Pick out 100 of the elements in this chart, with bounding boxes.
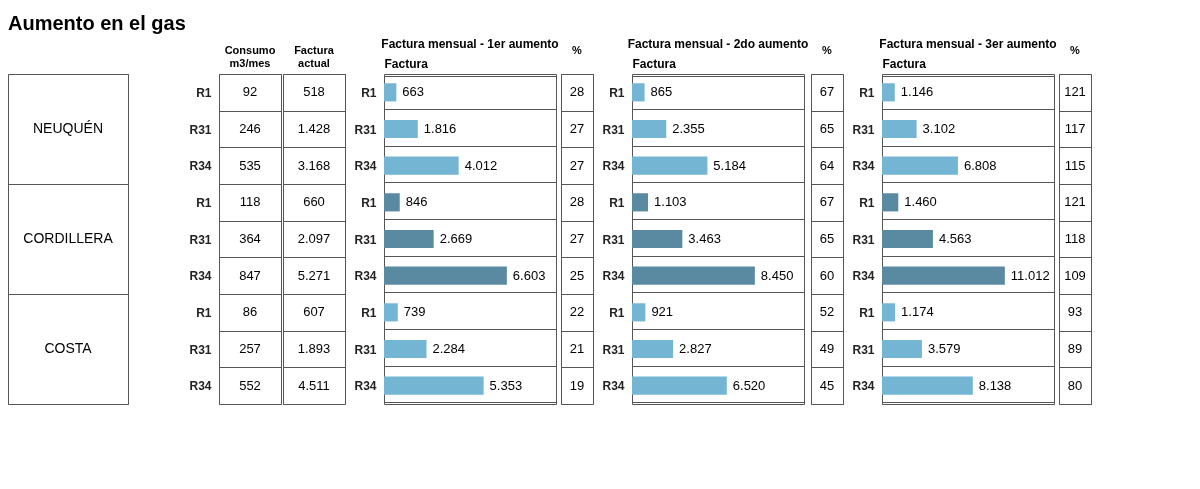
bar <box>882 83 895 102</box>
y-tick-label: R31 <box>354 342 377 357</box>
y-tick-label: R34 <box>354 159 377 174</box>
y-tick-label: R31 <box>354 122 377 137</box>
text: 121 <box>1064 84 1086 100</box>
y-tick-label: R31 <box>354 232 377 247</box>
text: 115 <box>1064 157 1086 173</box>
bar <box>632 266 755 285</box>
text: 27 <box>569 121 585 136</box>
y-tick-label: R31 <box>602 342 625 357</box>
bar <box>882 266 1005 285</box>
data-label: 6.603 <box>512 267 546 283</box>
text: 2.097 <box>297 231 331 246</box>
text: 117 <box>1064 121 1086 136</box>
text: 118 <box>1064 231 1086 246</box>
chart-title: Factura mensual - 3er aumento <box>879 37 1057 51</box>
text: 25 <box>569 267 585 283</box>
y-tick-label: R31 <box>602 122 625 137</box>
text: 1.428 <box>297 121 331 136</box>
text: 67 <box>819 84 835 100</box>
y-tick-label: R34 <box>852 159 875 174</box>
data-label: 1.174 <box>901 304 934 320</box>
x-axis-title: Factura <box>384 56 429 71</box>
category-label: R1 <box>196 195 212 210</box>
chart-title: Factura mensual - 1er aumento <box>381 37 559 51</box>
bar <box>632 156 708 175</box>
data-label: 1.816 <box>423 121 457 136</box>
data-label: 8.138 <box>978 377 1012 393</box>
y-tick-label: R34 <box>354 269 377 284</box>
data-label: 2.355 <box>672 121 705 136</box>
text: 93 <box>1067 304 1083 320</box>
data-label: 1.103 <box>654 194 687 210</box>
text: COSTA <box>44 340 93 356</box>
y-tick-label: R34 <box>852 379 875 394</box>
data-label: 921 <box>651 304 674 320</box>
text: % <box>822 44 833 56</box>
x-axis-title: Factura <box>882 56 927 71</box>
bar <box>384 119 418 139</box>
data-label: 1.460 <box>904 194 937 210</box>
category-label: R31 <box>189 232 212 247</box>
data-label: 8.450 <box>760 267 794 283</box>
text: 86 <box>242 304 258 320</box>
data-label: 2.284 <box>432 341 466 356</box>
text: NEUQUÉN <box>32 120 104 136</box>
data-label: 739 <box>403 304 426 320</box>
bar <box>384 193 400 212</box>
y-tick-label: R31 <box>852 232 875 247</box>
y-tick-label: R34 <box>354 379 377 394</box>
category-label: R31 <box>189 342 212 357</box>
y-tick-label: R34 <box>602 379 625 394</box>
category-label: R1 <box>196 305 212 320</box>
text: % <box>572 44 583 56</box>
bar <box>882 376 973 395</box>
bar <box>632 303 646 322</box>
y-tick-label: R31 <box>852 342 875 357</box>
y-tick-label: R1 <box>609 305 625 320</box>
data-label: 2.669 <box>439 231 473 246</box>
bar <box>384 339 427 359</box>
text: 660 <box>303 194 325 210</box>
bar <box>632 193 649 212</box>
text: Factura actual <box>294 44 335 69</box>
category-label: R34 <box>189 379 212 394</box>
data-label: 663 <box>402 84 425 100</box>
text: 5.271 <box>297 267 331 283</box>
text: 552 <box>239 377 261 393</box>
y-tick-label: R1 <box>361 195 377 210</box>
text: 28 <box>569 84 585 100</box>
data-label: 3.102 <box>922 121 956 136</box>
bar <box>882 156 958 175</box>
text: Aumento en el gas <box>8 12 186 34</box>
text: 28 <box>569 194 585 210</box>
text: 27 <box>569 231 585 246</box>
chart-title: Factura mensual - 2do aumento <box>627 37 809 51</box>
text: 3.168 <box>297 157 331 173</box>
text: 246 <box>239 121 261 136</box>
bar <box>632 83 645 102</box>
data-label: 1.146 <box>900 84 934 100</box>
y-tick-label: R1 <box>859 195 875 210</box>
y-tick-label: R34 <box>852 269 875 284</box>
data-label: 3.579 <box>927 341 961 356</box>
y-tick-label: R1 <box>361 305 377 320</box>
y-tick-label: R1 <box>609 195 625 210</box>
text: 89 <box>1067 341 1083 356</box>
text: 121 <box>1064 194 1086 210</box>
data-label: 6.520 <box>732 377 766 393</box>
bar <box>632 119 667 139</box>
text: 257 <box>239 341 261 356</box>
text: 65 <box>819 121 835 136</box>
text: 19 <box>569 377 585 393</box>
text: 60 <box>819 267 835 283</box>
data-label: 865 <box>650 84 673 100</box>
data-label: 6.808 <box>963 157 997 173</box>
bar <box>384 83 397 102</box>
text: 109 <box>1064 267 1086 283</box>
text: 118 <box>239 194 261 210</box>
y-tick-label: R1 <box>859 85 875 100</box>
text: % <box>1070 44 1081 56</box>
bar <box>384 156 459 175</box>
text: 21 <box>569 341 585 356</box>
text: 22 <box>569 304 585 320</box>
